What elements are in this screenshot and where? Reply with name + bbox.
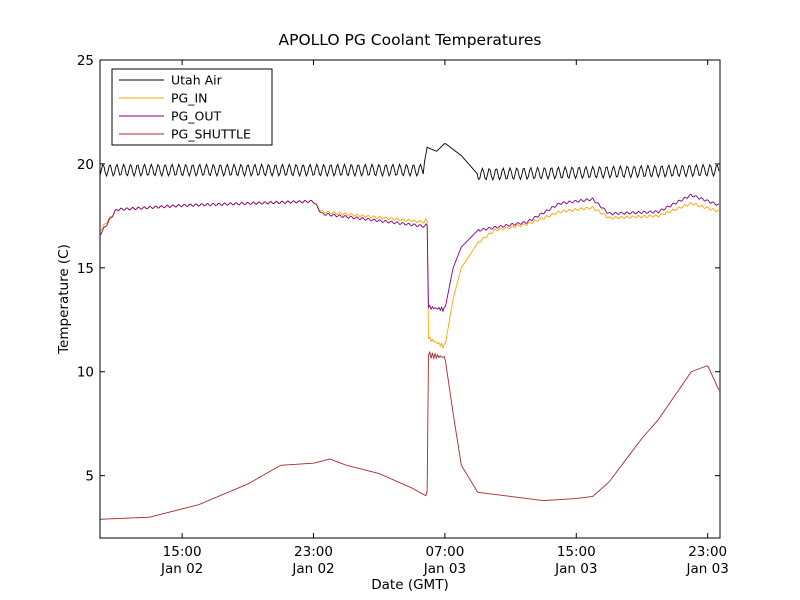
x-tick-label-time: 15:00 [163, 544, 202, 560]
series-layer [99, 143, 720, 520]
y-tick-label: 20 [77, 157, 94, 173]
y-tick-label: 5 [85, 469, 94, 485]
chart-title: APOLLO PG Coolant Temperatures [279, 31, 542, 49]
x-tick-label-time: 23:00 [294, 544, 333, 560]
x-tick-label-time: 23:00 [688, 544, 727, 560]
plot-frame [99, 59, 721, 539]
legend-label-pg-out: PG_OUT [171, 109, 221, 124]
legend-label-pg-in: PG_IN [171, 91, 208, 106]
series-line-pg-shuttle [99, 350, 720, 520]
x-tick-label-date: Jan 02 [291, 561, 334, 577]
legend-box [111, 68, 273, 146]
legend-label-pg-shuttle: PG_SHUTTLE [171, 127, 251, 142]
series-line-utah-air [99, 143, 720, 182]
x-tick-label-date: Jan 03 [423, 561, 466, 577]
y-tick-label: 25 [77, 53, 94, 69]
x-tick-label-date: Jan 03 [554, 561, 597, 577]
x-tick-label-time: 07:00 [425, 544, 464, 560]
legend-label-utah-air: Utah Air [171, 73, 223, 88]
y-tick-label: 15 [77, 261, 94, 277]
series-line-pg-in [99, 199, 720, 350]
y-tick-label: 10 [77, 365, 94, 381]
x-tick-label-date: Jan 03 [686, 561, 729, 577]
series-line-pg-out [99, 194, 720, 313]
x-tick-label-time: 15:00 [557, 544, 596, 560]
x-axis-label: Date (GMT) [371, 577, 448, 593]
y-axis-label: Temperature (C) [56, 244, 72, 355]
legend: Utah Air PG_IN PG_OUT PG_SHUTTLE [111, 68, 273, 146]
x-tick-label-date: Jan 02 [160, 561, 203, 577]
